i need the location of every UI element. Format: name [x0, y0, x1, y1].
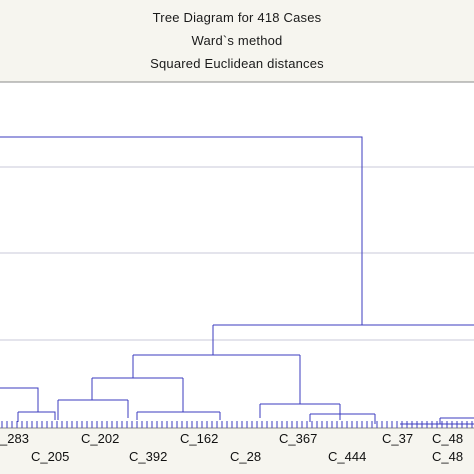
leaf-label-202: C_202 [81, 431, 119, 446]
leaf-label-48-lower: C_48 [432, 449, 463, 464]
leaf-label-367: C_367 [279, 431, 317, 446]
leaf-label-205: C_205 [31, 449, 69, 464]
leaf-label-283: _283 [0, 431, 29, 446]
chart-subtitle-distance: Squared Euclidean distances [150, 56, 324, 71]
grid-lines [0, 166, 474, 341]
leaf-ticks [1, 421, 473, 428]
leaf-label-444: C_444 [328, 449, 366, 464]
leaf-label-37: C_37 [382, 431, 413, 446]
leaf-label-48-upper: C_48 [432, 431, 463, 446]
dendrogram-link-4 [0, 387, 39, 412]
leaf-label-28: C_28 [230, 449, 261, 464]
dendrogram-link-5 [18, 411, 56, 420]
chart-header: Tree Diagram for 418 Cases Ward`s method… [0, 0, 474, 82]
chart-subtitle-method: Ward`s method [191, 33, 283, 48]
dendrogram-links [0, 136, 474, 425]
plot-area [0, 82, 474, 428]
leaf-labels: _283 C_202 C_162 C_367 C_37 C_48 C_205 C… [0, 431, 463, 464]
leaf-label-162: C_162 [180, 431, 218, 446]
dendrogram-link-1 [0, 136, 363, 325]
leaf-label-392: C_392 [129, 449, 167, 464]
chart-title: Tree Diagram for 418 Cases [152, 10, 322, 25]
